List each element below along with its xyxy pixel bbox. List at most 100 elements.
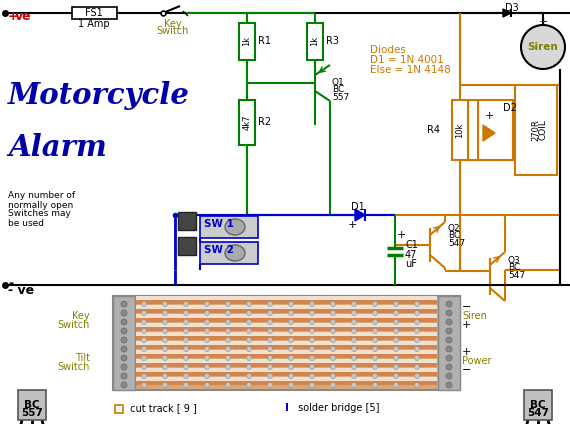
Bar bbox=[136, 305, 437, 313]
Bar bbox=[136, 296, 437, 304]
Text: D2: D2 bbox=[503, 103, 517, 113]
Text: +: + bbox=[538, 17, 548, 27]
Circle shape bbox=[373, 374, 377, 379]
Bar bbox=[136, 323, 437, 331]
Circle shape bbox=[310, 338, 315, 343]
Bar bbox=[18, 390, 46, 420]
Circle shape bbox=[393, 365, 398, 369]
Circle shape bbox=[205, 329, 210, 334]
Polygon shape bbox=[355, 209, 365, 221]
Bar bbox=[136, 341, 437, 349]
Circle shape bbox=[184, 329, 189, 334]
Circle shape bbox=[446, 373, 452, 379]
Circle shape bbox=[267, 320, 272, 324]
Circle shape bbox=[267, 382, 272, 388]
Circle shape bbox=[226, 365, 230, 369]
Bar bbox=[452, 100, 468, 160]
Text: cut track [ 9 ]: cut track [ 9 ] bbox=[127, 403, 197, 413]
Text: Switches may: Switches may bbox=[8, 209, 71, 218]
Circle shape bbox=[331, 374, 336, 379]
Circle shape bbox=[246, 355, 251, 360]
Text: Else = 1N 4148: Else = 1N 4148 bbox=[370, 65, 451, 75]
Circle shape bbox=[352, 374, 356, 379]
Circle shape bbox=[205, 338, 210, 343]
Circle shape bbox=[267, 374, 272, 379]
Circle shape bbox=[162, 310, 168, 315]
Circle shape bbox=[162, 329, 168, 334]
Text: R1: R1 bbox=[258, 36, 271, 46]
Circle shape bbox=[267, 338, 272, 343]
Circle shape bbox=[373, 346, 377, 351]
Text: +: + bbox=[8, 9, 19, 22]
Text: +: + bbox=[397, 230, 406, 240]
Circle shape bbox=[184, 346, 189, 351]
Circle shape bbox=[267, 346, 272, 351]
Bar bbox=[136, 350, 437, 358]
Circle shape bbox=[310, 320, 315, 324]
Circle shape bbox=[246, 382, 251, 388]
Bar bbox=[115, 405, 123, 413]
Circle shape bbox=[246, 329, 251, 334]
Bar bbox=[136, 368, 437, 372]
Circle shape bbox=[373, 382, 377, 388]
Bar bbox=[239, 23, 255, 60]
Circle shape bbox=[352, 382, 356, 388]
Circle shape bbox=[184, 355, 189, 360]
Circle shape bbox=[205, 374, 210, 379]
Bar bbox=[515, 85, 557, 175]
Text: +: + bbox=[462, 320, 471, 330]
Text: BC: BC bbox=[530, 400, 546, 410]
Circle shape bbox=[288, 374, 294, 379]
Circle shape bbox=[352, 355, 356, 360]
Circle shape bbox=[184, 382, 189, 388]
Circle shape bbox=[121, 364, 127, 370]
Circle shape bbox=[414, 346, 420, 351]
Text: 547: 547 bbox=[448, 240, 465, 248]
Bar bbox=[136, 332, 437, 336]
Circle shape bbox=[226, 301, 230, 307]
Circle shape bbox=[226, 355, 230, 360]
Text: BC: BC bbox=[508, 263, 520, 273]
Circle shape bbox=[226, 382, 230, 388]
Text: Key: Key bbox=[164, 19, 182, 29]
Circle shape bbox=[352, 338, 356, 343]
Circle shape bbox=[373, 338, 377, 343]
Bar bbox=[478, 100, 513, 160]
Circle shape bbox=[446, 337, 452, 343]
Text: Q2: Q2 bbox=[448, 223, 461, 232]
Text: 557: 557 bbox=[332, 94, 349, 103]
Circle shape bbox=[446, 364, 452, 370]
Circle shape bbox=[393, 355, 398, 360]
Text: BC: BC bbox=[332, 86, 344, 95]
Text: 4k7: 4k7 bbox=[242, 114, 251, 130]
Text: R4: R4 bbox=[427, 125, 440, 135]
Text: FS1: FS1 bbox=[85, 8, 103, 18]
Circle shape bbox=[446, 301, 452, 307]
Circle shape bbox=[446, 346, 452, 352]
Circle shape bbox=[226, 374, 230, 379]
Text: Switch: Switch bbox=[58, 362, 90, 372]
Ellipse shape bbox=[225, 219, 245, 235]
Circle shape bbox=[352, 346, 356, 351]
Circle shape bbox=[121, 301, 127, 307]
Circle shape bbox=[331, 310, 336, 315]
Text: SW 2: SW 2 bbox=[204, 245, 234, 255]
Text: 1 Amp: 1 Amp bbox=[78, 19, 109, 29]
Circle shape bbox=[393, 346, 398, 351]
Text: BC: BC bbox=[448, 232, 460, 240]
Text: +: + bbox=[462, 347, 471, 357]
Text: - ve: - ve bbox=[8, 285, 34, 298]
Text: Motorcycle: Motorcycle bbox=[8, 81, 190, 109]
Bar bbox=[136, 377, 437, 385]
Text: I: I bbox=[285, 403, 289, 413]
Circle shape bbox=[162, 374, 168, 379]
Circle shape bbox=[141, 329, 146, 334]
Circle shape bbox=[393, 382, 398, 388]
Circle shape bbox=[226, 338, 230, 343]
Circle shape bbox=[267, 365, 272, 369]
Bar bbox=[438, 296, 460, 390]
Circle shape bbox=[246, 301, 251, 307]
Circle shape bbox=[205, 301, 210, 307]
Circle shape bbox=[393, 329, 398, 334]
Text: Alarm: Alarm bbox=[8, 134, 107, 162]
